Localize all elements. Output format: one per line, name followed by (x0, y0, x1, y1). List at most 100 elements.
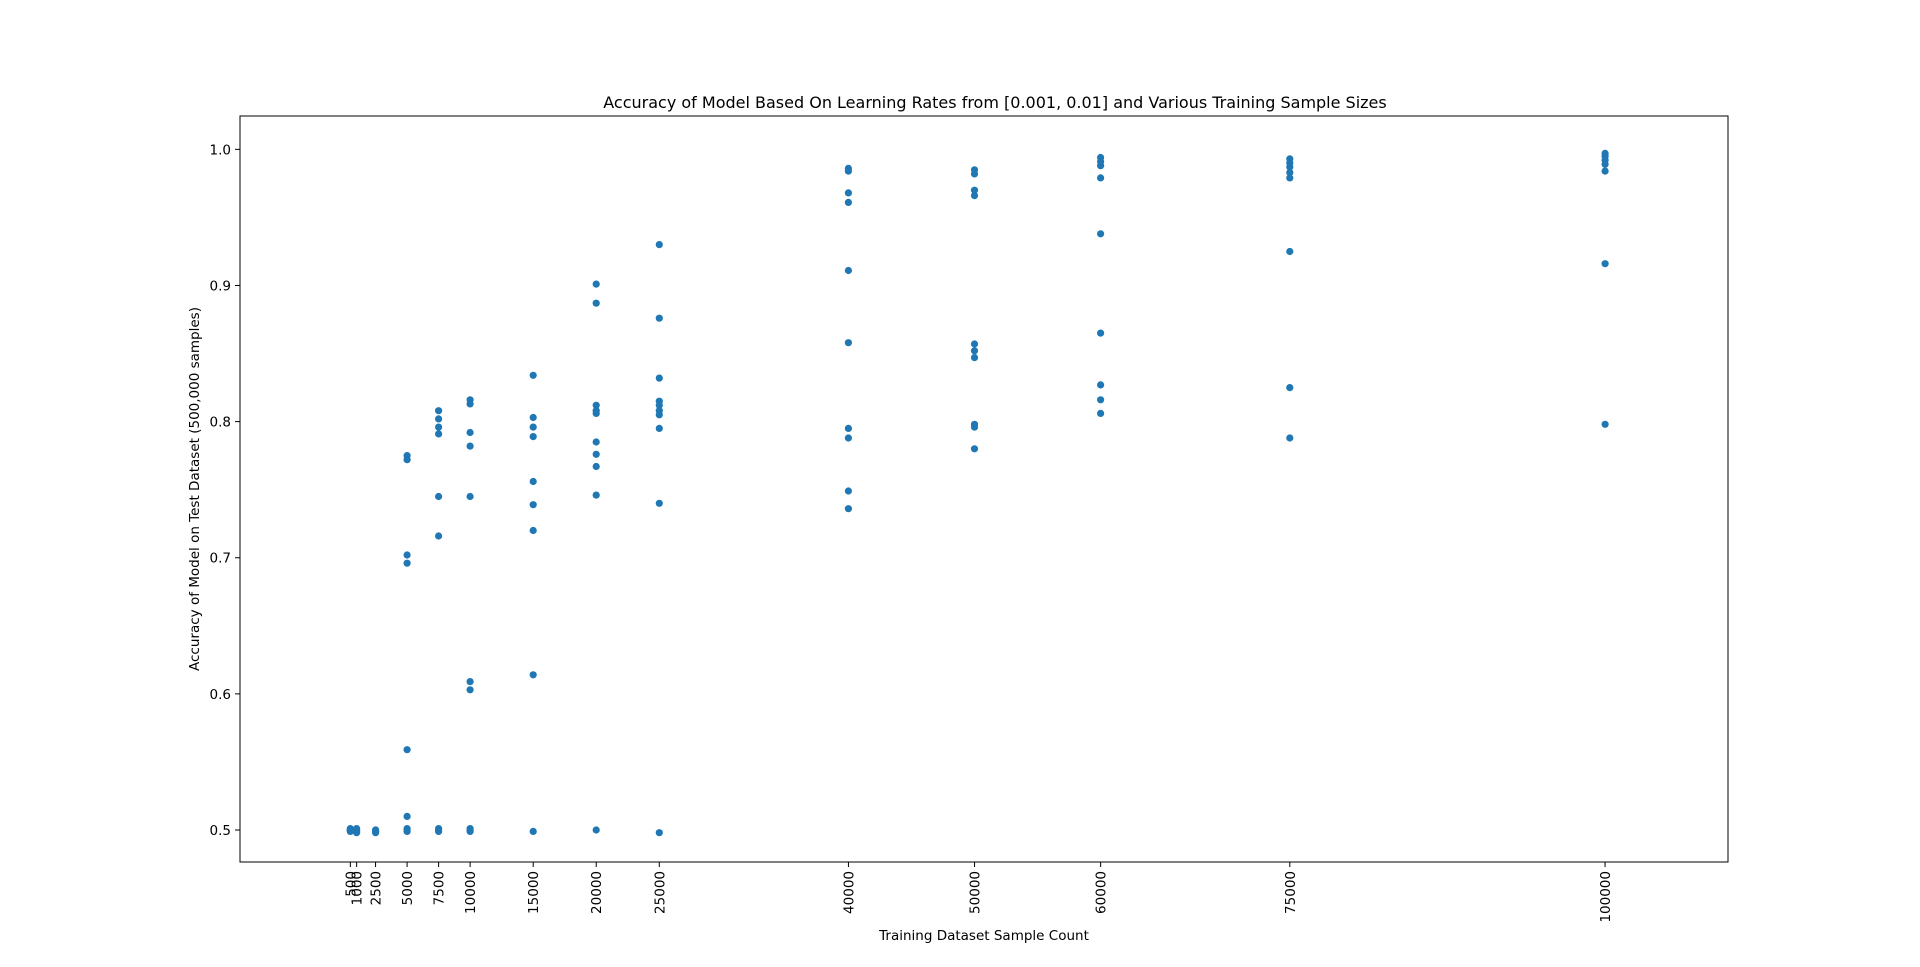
x-tick-label: 7500 (432, 871, 448, 905)
x-tick-label: 25000 (652, 871, 668, 914)
data-point (970, 170, 979, 178)
data-point (435, 430, 443, 438)
data-point (466, 400, 474, 408)
data-point (970, 445, 979, 453)
data-point (435, 415, 443, 423)
data-point (529, 827, 537, 836)
plot-area (239, 115, 1729, 863)
data-point (970, 192, 979, 200)
y-tick-label: 0.6 (210, 687, 231, 703)
data-point (435, 492, 443, 501)
data-point (435, 423, 443, 431)
y-tick-label: 0.8 (210, 415, 231, 431)
data-point (655, 829, 663, 837)
y-axis-label: Accuracy of Model on Test Dataset (500,0… (187, 307, 203, 671)
data-point (466, 428, 474, 437)
x-tick-label: 60000 (1094, 871, 1110, 914)
data-point (1286, 247, 1294, 256)
data-point (403, 559, 411, 567)
x-tick-label: 40000 (841, 871, 857, 914)
data-point (435, 532, 443, 540)
y-tick-label: 1.0 (210, 142, 231, 158)
axes-frame (239, 115, 1729, 863)
data-point (592, 280, 600, 288)
x-tick-label: 500 (343, 871, 359, 897)
data-point (1286, 434, 1294, 442)
data-point (592, 409, 600, 417)
y-tick-label: 0.9 (210, 278, 231, 294)
data-point (970, 186, 979, 194)
data-point (529, 423, 537, 431)
data-point (655, 499, 663, 507)
data-point (655, 241, 663, 249)
data-point (655, 314, 663, 322)
x-tick-label: 100000 (1598, 871, 1614, 923)
data-point (655, 374, 663, 382)
y-tick-label: 0.5 (210, 823, 231, 839)
data-point (403, 812, 411, 821)
data-point (466, 442, 474, 450)
data-point (844, 189, 853, 197)
y-axis-ticks: 0.5 0.6 0.7 0.8 0.9 1.0 (210, 142, 240, 839)
data-point (1097, 381, 1105, 389)
x-tick-label: 2500 (369, 871, 385, 905)
data-point (403, 746, 411, 754)
data-point (529, 526, 537, 535)
data-point (435, 407, 443, 415)
data-point (529, 371, 537, 379)
data-point (1286, 384, 1294, 392)
chart-title: Accuracy of Model Based On Learning Rate… (603, 93, 1386, 112)
data-point (529, 671, 537, 679)
data-point (844, 434, 853, 442)
x-axis-label: Training Dataset Sample Count (878, 928, 1089, 944)
data-point (346, 826, 354, 834)
data-point (403, 827, 411, 836)
data-point (592, 401, 600, 409)
data-point (592, 462, 600, 471)
data-point (844, 198, 853, 206)
data-point (1097, 329, 1105, 337)
data-point (844, 167, 853, 175)
data-point (844, 505, 853, 513)
data-point (466, 827, 474, 836)
data-point (970, 354, 979, 362)
data-point (353, 829, 361, 837)
data-point (529, 433, 537, 441)
y-tick-label: 0.7 (210, 551, 231, 567)
data-point (655, 401, 663, 409)
data-point (970, 347, 979, 355)
data-point (466, 678, 474, 686)
data-point (1097, 409, 1105, 417)
data-point (1097, 162, 1105, 170)
data-point (529, 413, 537, 422)
data-point (403, 456, 411, 464)
data-point (970, 423, 979, 431)
data-point (844, 266, 853, 275)
data-points (346, 149, 1609, 837)
x-tick-label: 5000 (400, 871, 416, 905)
data-point (844, 487, 853, 495)
data-point (592, 438, 600, 446)
x-tick-label: 1000 (350, 871, 366, 905)
data-point (529, 501, 537, 509)
x-tick-label: 10000 (463, 871, 479, 914)
data-point (403, 551, 411, 559)
data-point (1286, 174, 1294, 182)
data-point (529, 477, 537, 486)
data-point (1601, 260, 1609, 268)
data-point (466, 686, 474, 694)
data-point (592, 299, 600, 307)
data-point (1097, 396, 1105, 404)
x-tick-label: 75000 (1283, 871, 1299, 914)
data-point (466, 492, 474, 501)
data-point (592, 826, 600, 834)
data-point (1097, 230, 1105, 238)
data-point (1097, 174, 1105, 182)
x-tick-label: 15000 (526, 871, 542, 914)
data-point (970, 340, 979, 348)
data-point (655, 424, 663, 432)
data-point (1601, 167, 1609, 175)
